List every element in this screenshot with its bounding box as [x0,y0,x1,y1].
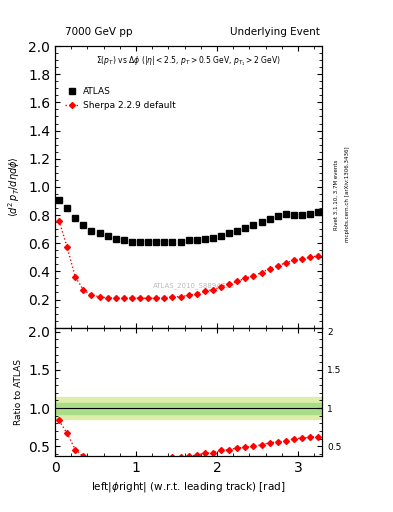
Sherpa 2.2.9 default [89,292,94,298]
ATLAS [97,230,102,237]
Sherpa 2.2.9 default [81,287,86,293]
ATLAS [57,197,61,203]
ATLAS [308,210,312,217]
ATLAS [81,222,86,228]
ATLAS [195,238,199,244]
Sherpa 2.2.9 default [259,270,264,276]
Sherpa 2.2.9 default [121,295,126,301]
ATLAS [114,236,118,242]
Sherpa 2.2.9 default [219,284,223,290]
Sherpa 2.2.9 default [283,260,288,266]
Text: $\Sigma(p_T)$ vs $\Delta\phi$ ($|\eta|<2.5$, $p_T>0.5$ GeV, $p_{T_1}>2$ GeV): $\Sigma(p_T)$ vs $\Delta\phi$ ($|\eta|<2… [96,55,281,68]
ATLAS [202,236,207,242]
Sherpa 2.2.9 default [65,244,70,250]
Sherpa 2.2.9 default [146,295,151,301]
Sherpa 2.2.9 default [154,295,159,301]
ATLAS [251,222,256,228]
Sherpa 2.2.9 default [57,218,61,224]
Sherpa 2.2.9 default [114,295,118,301]
Sherpa 2.2.9 default [73,274,78,280]
Sherpa 2.2.9 default [316,253,321,259]
ATLAS [154,239,159,245]
Sherpa 2.2.9 default [211,287,215,293]
ATLAS [130,239,134,245]
Bar [55,397,322,419]
ATLAS [121,238,126,244]
Text: Underlying Event: Underlying Event [230,27,320,37]
Sherpa 2.2.9 default [186,292,191,298]
Sherpa 2.2.9 default [292,257,296,263]
Sherpa 2.2.9 default [195,291,199,297]
ATLAS [227,230,231,237]
ATLAS [65,205,70,211]
Sherpa 2.2.9 default [251,272,256,279]
Sherpa 2.2.9 default [162,295,167,301]
ATLAS [259,219,264,225]
Sherpa 2.2.9 default [267,265,272,271]
Sherpa 2.2.9 default [138,295,142,301]
Text: 7000 GeV pp: 7000 GeV pp [65,27,132,37]
Text: ATLAS_2010_S8894728: ATLAS_2010_S8894728 [153,282,235,289]
ATLAS [178,239,183,245]
Sherpa 2.2.9 default [308,254,312,260]
Y-axis label: Ratio to ATLAS: Ratio to ATLAS [14,359,23,424]
Sherpa 2.2.9 default [105,295,110,301]
ATLAS [243,225,248,231]
ATLAS [275,214,280,220]
Line: Sherpa 2.2.9 default: Sherpa 2.2.9 default [57,219,320,300]
ATLAS [316,209,321,215]
X-axis label: left$|\phi$right$|$ (w.r.t. leading track) [rad]: left$|\phi$right$|$ (w.r.t. leading trac… [92,480,286,494]
ATLAS [162,239,167,245]
ATLAS [186,238,191,244]
ATLAS [170,239,175,245]
Sherpa 2.2.9 default [178,294,183,300]
Sherpa 2.2.9 default [243,275,248,282]
ATLAS [146,239,151,245]
Sherpa 2.2.9 default [227,281,231,287]
Sherpa 2.2.9 default [202,288,207,294]
Line: ATLAS: ATLAS [56,197,321,245]
ATLAS [219,233,223,239]
Text: Rivet 3.1.10, 3.7M events: Rivet 3.1.10, 3.7M events [334,159,338,230]
ATLAS [89,227,94,233]
ATLAS [235,227,240,233]
ATLAS [211,234,215,241]
ATLAS [138,239,142,245]
Legend: ATLAS, Sherpa 2.2.9 default: ATLAS, Sherpa 2.2.9 default [65,87,176,110]
Text: mcplots.cern.ch [arXiv:1306.3436]: mcplots.cern.ch [arXiv:1306.3436] [345,147,350,242]
ATLAS [299,212,304,218]
Sherpa 2.2.9 default [299,255,304,262]
Sherpa 2.2.9 default [275,263,280,269]
Sherpa 2.2.9 default [235,278,240,284]
Sherpa 2.2.9 default [97,294,102,300]
ATLAS [283,210,288,217]
ATLAS [292,212,296,218]
ATLAS [267,216,272,222]
Sherpa 2.2.9 default [170,294,175,300]
ATLAS [105,233,110,239]
Sherpa 2.2.9 default [130,295,134,301]
ATLAS [73,215,78,221]
Y-axis label: $\langle d^2\,p_T/d\eta d\phi\rangle$: $\langle d^2\,p_T/d\eta d\phi\rangle$ [7,157,22,217]
Bar [55,403,322,414]
